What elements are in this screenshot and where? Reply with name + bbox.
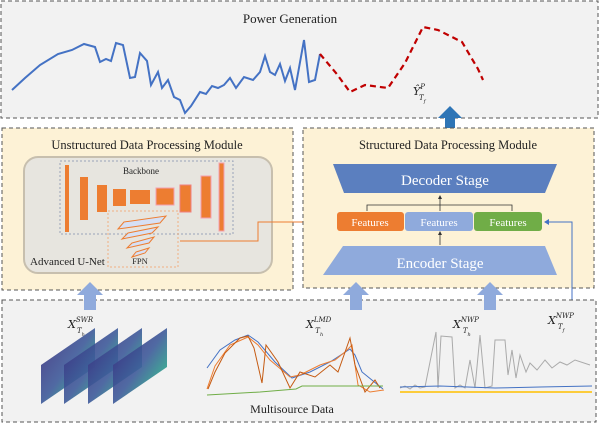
input-arrows — [77, 282, 503, 310]
features-label: Features — [420, 217, 457, 229]
features-forecast — [474, 212, 542, 231]
encoder-stage — [323, 246, 557, 275]
satellite-image-stack — [41, 328, 167, 404]
power-generation-title: Power Generation — [243, 11, 338, 26]
local-measurement-chart — [206, 334, 385, 396]
encoder-label: Encoder Stage — [396, 256, 483, 272]
arrowhead — [438, 231, 442, 235]
input-label-nwp-history: XNWP Th — [452, 316, 479, 338]
unstructured-module-title: Unstructured Data Processing Module — [51, 138, 243, 152]
nwp-forecast-connector — [546, 221, 573, 312]
forecast-power-line — [319, 25, 485, 94]
decoder-stage — [333, 164, 557, 193]
input-label-lmd: XLMD Th — [305, 316, 332, 338]
multisource-title: Multisource Data — [250, 402, 334, 416]
fpn-box — [107, 210, 179, 268]
fpn-layers — [116, 215, 168, 258]
backbone-layers — [65, 162, 225, 232]
backbone-label: Backbone — [123, 166, 159, 176]
advanced-unet-label: Advanced U-Net — [30, 256, 105, 268]
unet-to-features-connector — [180, 221, 335, 242]
input-label-swr: XSWR Th — [67, 316, 94, 338]
nwp-chart — [399, 331, 593, 393]
arrowhead — [544, 219, 549, 225]
output-arrow — [438, 106, 462, 130]
features-history — [405, 212, 473, 231]
input-label-nwp-forecast: XNWP Tf — [547, 312, 574, 334]
arrowhead — [438, 195, 442, 199]
history-power-line — [11, 39, 321, 115]
decoder-label: Decoder Stage — [401, 173, 489, 189]
features-label: Features — [489, 217, 526, 229]
features-label: Features — [351, 217, 388, 229]
prediction-label: ŶP Tf — [413, 83, 427, 105]
structured-module-title: Structured Data Processing Module — [359, 138, 538, 152]
features-unstructured — [337, 212, 404, 231]
fpn-label: FPN — [132, 256, 148, 266]
